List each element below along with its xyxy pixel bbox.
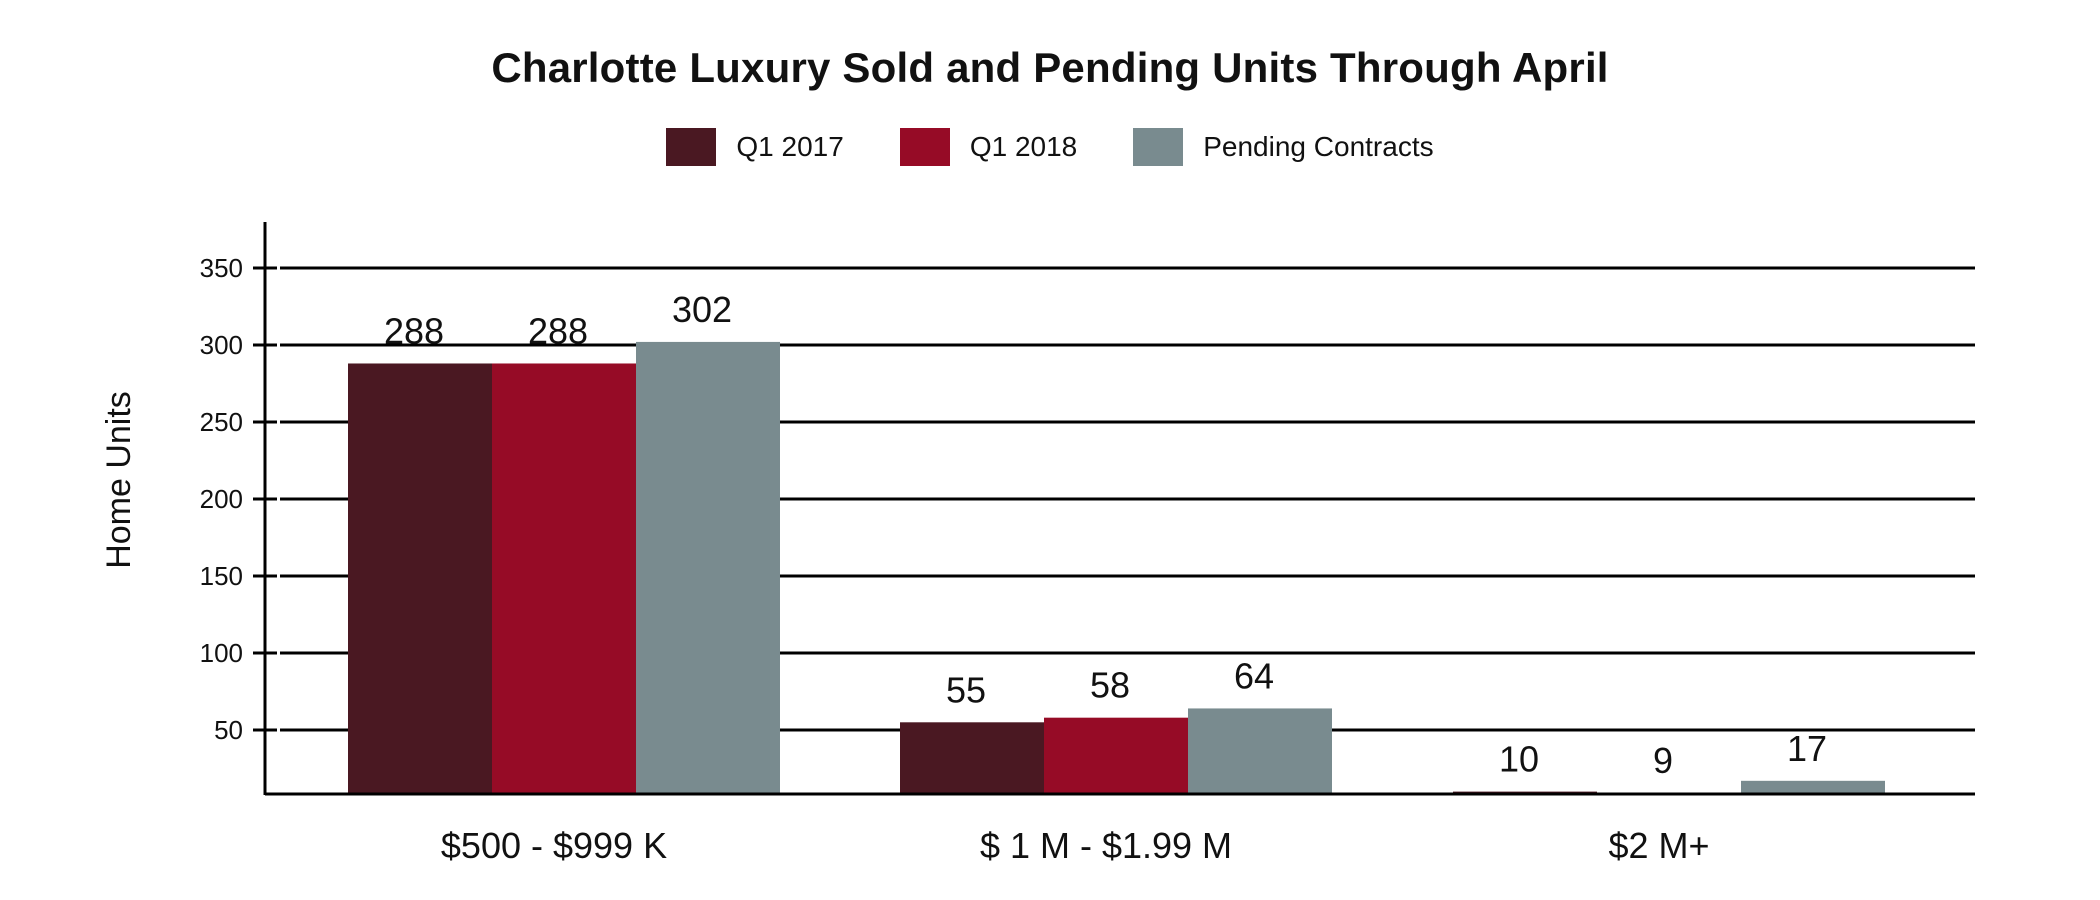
y-tick-label-250: 250 (200, 407, 243, 437)
chart-title: Charlotte Luxury Sold and Pending Units … (491, 44, 1609, 91)
legend-label-q1-2018: Q1 2018 (969, 131, 1078, 162)
y-tick-label-300: 300 (200, 330, 243, 360)
x-axis-labels: $500 - $999 K $ 1 M - $1.99 M $2 M+ (441, 825, 1710, 866)
data-label-2-m-q1-2017: 10 (1499, 739, 1539, 780)
bar-2-m-pending-contracts (1741, 780, 1885, 794)
y-tick-label-100: 100 (200, 638, 243, 668)
bar-500-999-k-q1-2018 (492, 363, 636, 794)
y-tick-label-350: 350 (200, 253, 243, 283)
bar-500-999-k-q1-2017 (348, 363, 492, 794)
x-category-label-500-999-k: $500 - $999 K (441, 825, 667, 866)
x-category-label-2-m: $2 M+ (1608, 825, 1709, 866)
data-label-2-m-q1-2018: 9 (1653, 740, 1673, 781)
data-label-1-m-1-99-m-pending-contracts: 64 (1234, 655, 1274, 696)
bars (348, 341, 1885, 794)
y-tick-label-50: 50 (214, 715, 243, 745)
x-category-label-1-m-1-99-m: $ 1 M - $1.99 M (980, 825, 1232, 866)
bar-500-999-k-pending-contracts (636, 341, 780, 794)
y-tick-label-150: 150 (200, 561, 243, 591)
data-label-2-m-pending-contracts: 17 (1787, 728, 1827, 769)
legend-item-q1-2018: Q1 2018 (899, 128, 1078, 166)
data-label-1-m-1-99-m-q1-2017: 55 (946, 669, 986, 710)
data-label-1-m-1-99-m-q1-2018: 58 (1090, 665, 1130, 706)
bar-1-m-1-99-m-pending-contracts (1188, 708, 1332, 794)
data-label-500-999-k-q1-2018: 288 (528, 310, 588, 351)
y-axis-ticks: 50 100 150 200 250 300 350 (200, 253, 277, 745)
legend: Q1 2017 Q1 2018 Pending Contracts (0, 128, 2100, 166)
data-labels: 288 288 302 55 58 64 10 9 17 (384, 289, 1827, 781)
legend-label-q1-2017: Q1 2017 (736, 131, 844, 162)
data-label-500-999-k-q1-2017: 288 (384, 310, 444, 351)
legend-item-q1-2017: Q1 2017 (666, 128, 844, 166)
legend-swatch-q1-2018 (899, 128, 950, 166)
bar-1-m-1-99-m-q1-2018 (1044, 717, 1188, 794)
y-axis-title: Home Units (100, 391, 138, 569)
legend-swatch-q1-2017 (666, 128, 717, 166)
bar-1-m-1-99-m-q1-2017 (900, 722, 1044, 794)
data-label-500-999-k-pending-contracts: 302 (672, 289, 732, 330)
y-tick-label-200: 200 (200, 484, 243, 514)
legend-item-pending-contracts: Pending Contracts (1133, 128, 1434, 166)
legend-label-pending-contracts: Pending Contracts (1203, 131, 1434, 162)
legend-swatch-pending-contracts (1133, 128, 1184, 166)
